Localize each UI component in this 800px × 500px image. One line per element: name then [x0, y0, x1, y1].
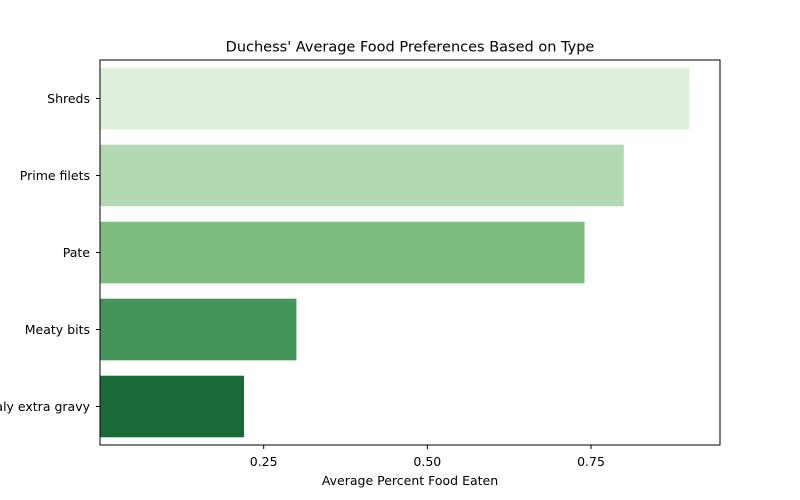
x-axis-label: Average Percent Food Eaten: [322, 473, 498, 488]
category-label-shreds: Shreds: [47, 91, 90, 106]
x-tick-label: 0.50: [413, 454, 441, 469]
x-tick-label: 0.75: [577, 454, 605, 469]
category-labels: Shreds Prime filets Pate Meaty bits Mealy ex…: [0, 91, 100, 414]
bar-prime-filets: [100, 144, 624, 207]
bar-mealy-extra-gravy: [100, 375, 245, 438]
bar-shreds: [100, 67, 690, 130]
category-label-prime-filets: Prime filets: [20, 168, 90, 183]
category-label-pate: Pate: [63, 245, 91, 260]
bar-meaty-bits: [100, 298, 297, 361]
x-ticks: 0.25 0.50 0.75: [250, 445, 605, 469]
chart-title: Duchess' Average Food Preferences Based …: [226, 40, 595, 56]
bars-group: [100, 67, 690, 438]
plot-frame: [99, 59, 721, 446]
category-label-mealy-extra-gravy: Mealy extra gravy: [0, 399, 91, 414]
x-tick-label: 0.25: [250, 454, 278, 469]
category-label-meaty-bits: Meaty bits: [25, 322, 90, 337]
bar-pate: [100, 221, 585, 284]
